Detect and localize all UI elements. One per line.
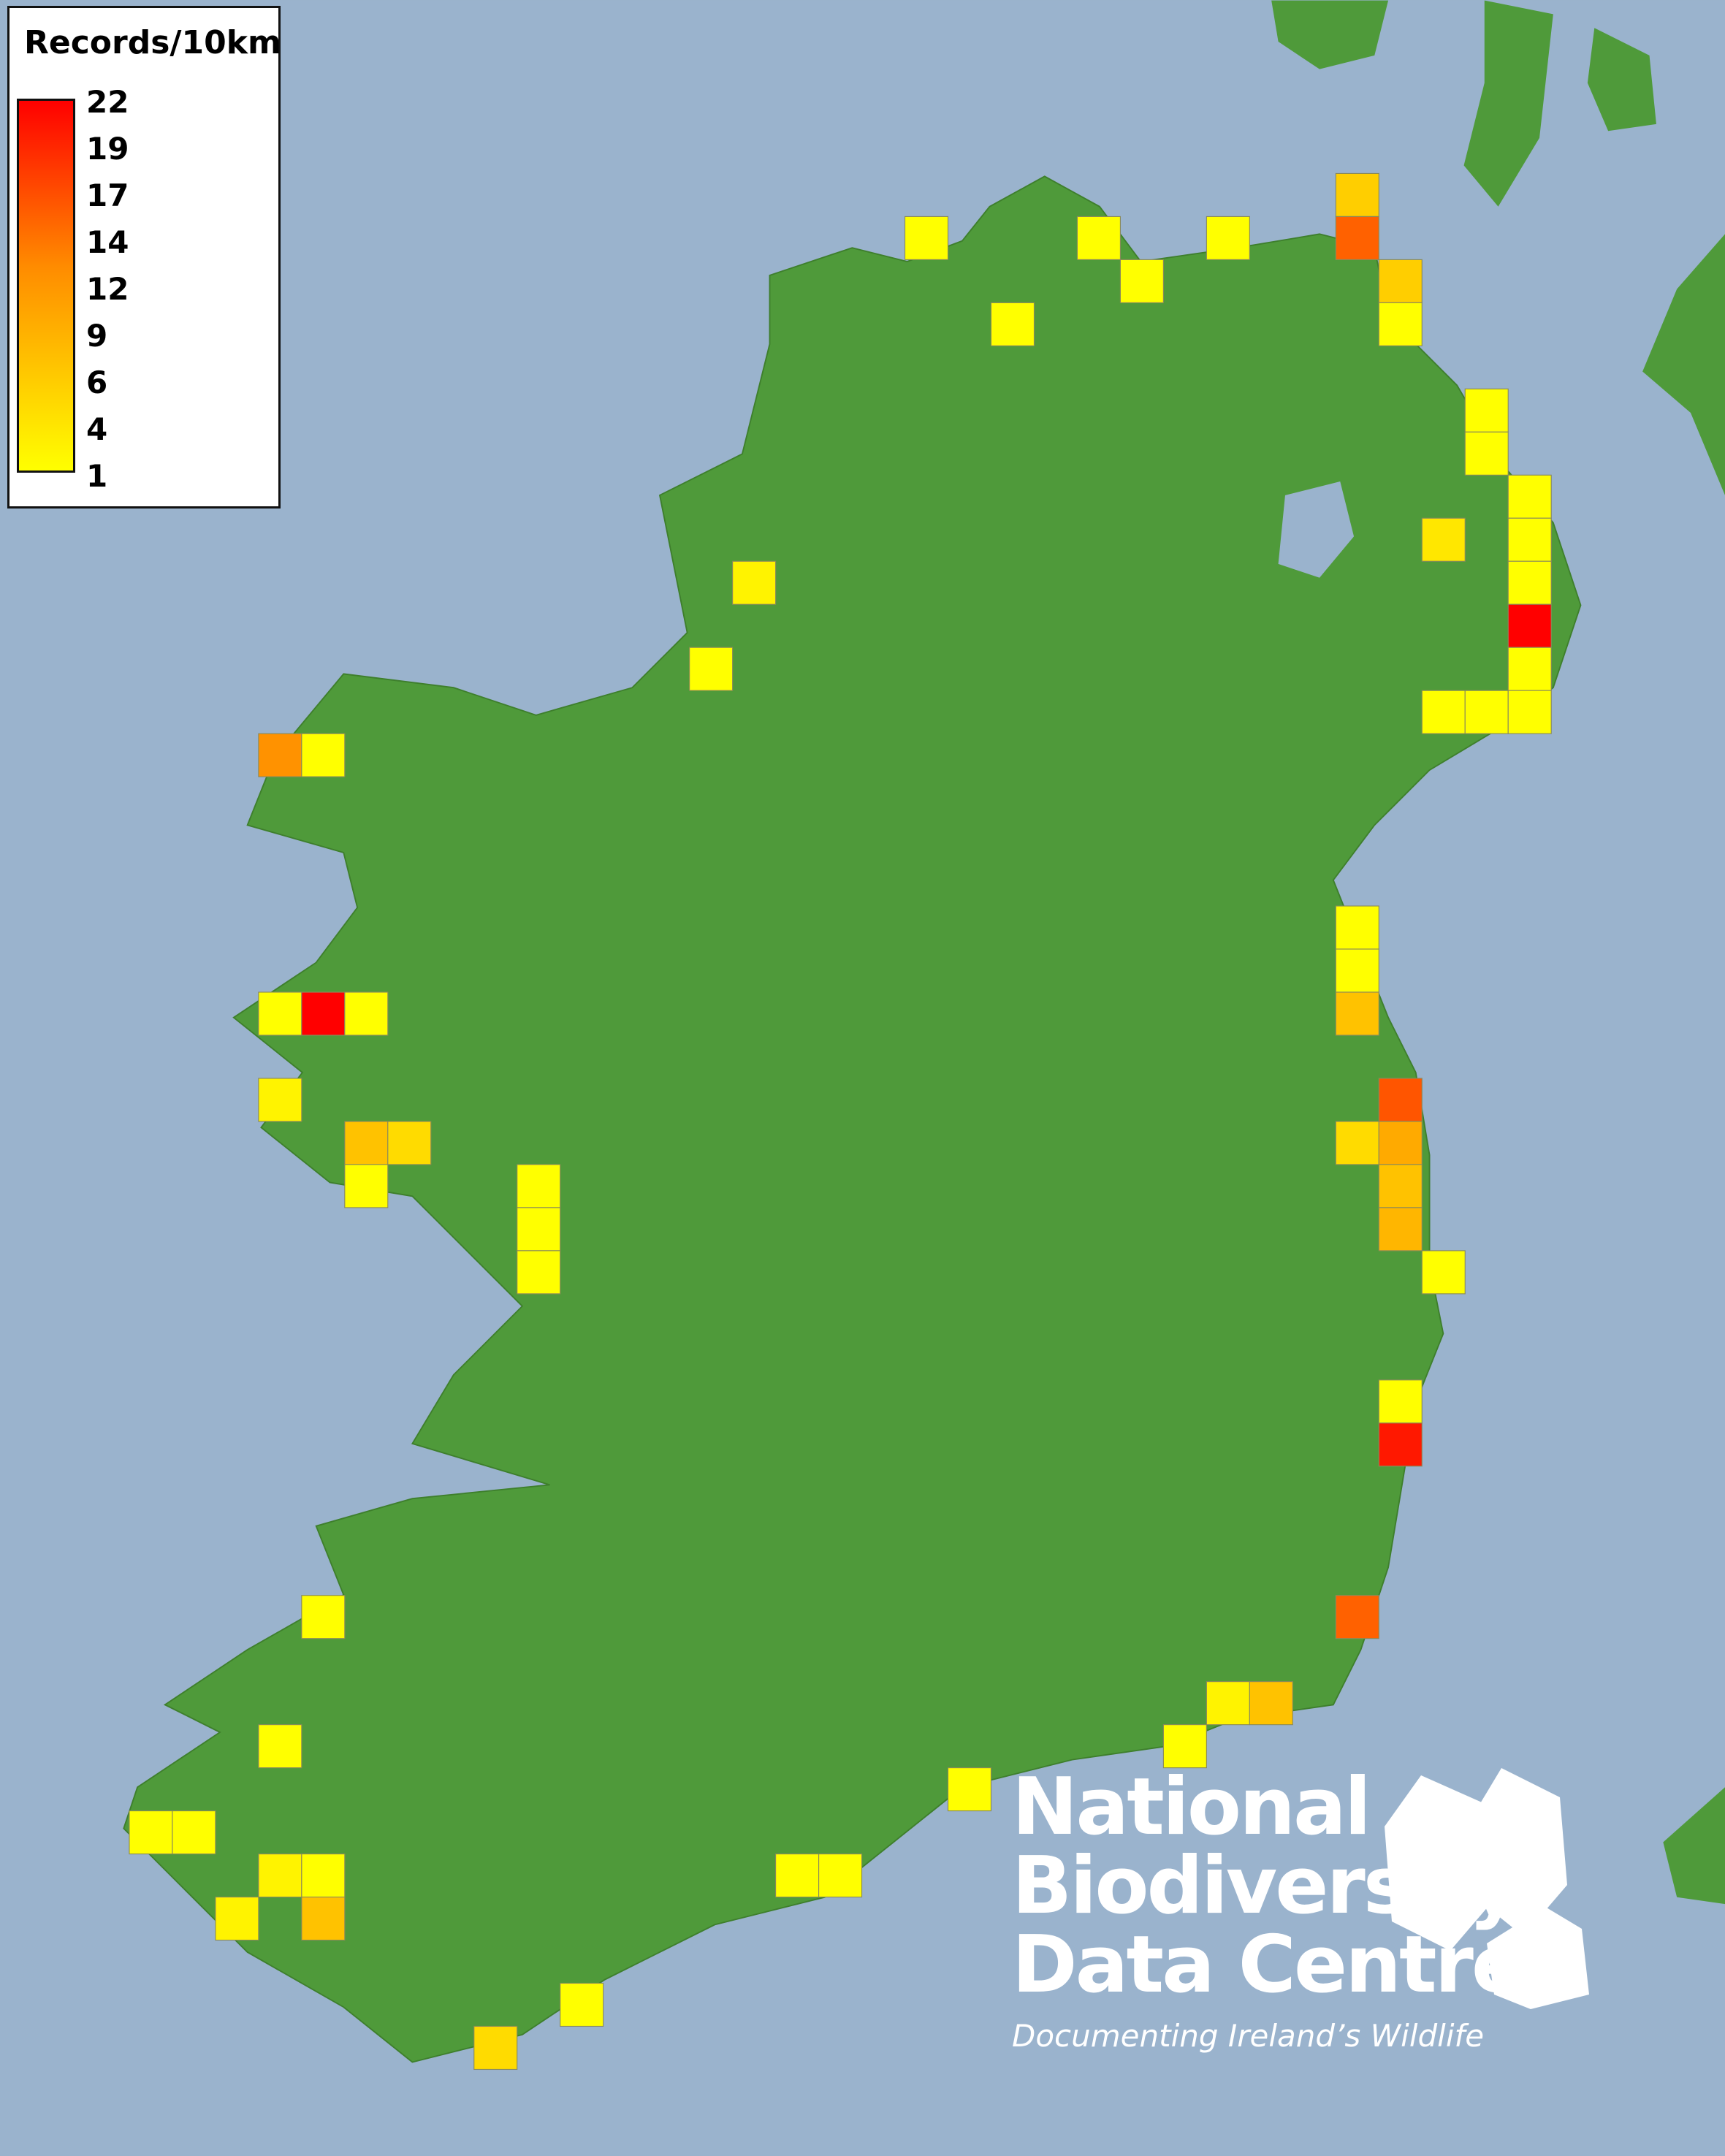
- record-squares: [129, 172, 1552, 2071]
- logo-line: National: [1012, 1761, 1371, 1853]
- record-square: [904, 216, 949, 260]
- record-square: [1076, 216, 1121, 260]
- legend-tick: 9: [86, 318, 108, 354]
- legend-tick: 1: [86, 458, 108, 494]
- record-square: [1249, 1681, 1293, 1726]
- record-square: [1378, 1121, 1423, 1165]
- record-square: [1378, 1422, 1423, 1467]
- record-square: [947, 1767, 992, 1812]
- scotland-islay: [1463, 0, 1553, 207]
- legend-tick: 12: [86, 271, 129, 307]
- record-square: [1421, 1250, 1466, 1295]
- record-square: [172, 1810, 216, 1855]
- record-square: [301, 1595, 346, 1639]
- record-square: [258, 1078, 302, 1122]
- record-square: [344, 1121, 389, 1165]
- record-square: [1464, 431, 1509, 476]
- record-square: [344, 991, 389, 1036]
- record-square: [1507, 690, 1552, 734]
- record-square: [1335, 172, 1379, 217]
- record-square: [689, 647, 734, 691]
- record-square: [473, 2025, 518, 2071]
- record-square: [215, 1896, 259, 1941]
- record-square: [517, 1164, 561, 1208]
- record-square: [1507, 517, 1552, 562]
- legend-color-bar: [17, 99, 75, 473]
- record-square: [1507, 603, 1552, 648]
- record-square: [1206, 216, 1250, 260]
- record-square: [1119, 259, 1164, 303]
- record-square: [990, 302, 1035, 346]
- logo-hexagons-icon: [1385, 1768, 1589, 2009]
- record-square: [301, 1854, 346, 1898]
- record-square: [1335, 1595, 1379, 1639]
- record-square: [258, 733, 302, 777]
- record-square: [517, 1207, 561, 1252]
- legend-tick: 17: [86, 178, 129, 213]
- record-square: [1378, 1078, 1423, 1122]
- record-square: [1206, 1681, 1250, 1726]
- record-square: [1378, 259, 1423, 303]
- record-square: [258, 1854, 302, 1898]
- legend-tick: 14: [86, 224, 129, 260]
- legend-tick: 19: [86, 131, 129, 167]
- record-square: [1378, 302, 1423, 346]
- record-square: [1335, 948, 1379, 993]
- record-square: [1335, 1121, 1379, 1165]
- record-square: [1507, 560, 1552, 605]
- legend-title: Records/10km: [24, 24, 281, 61]
- record-square: [1421, 690, 1466, 734]
- scotland-arran: [1587, 28, 1656, 132]
- record-square: [1464, 388, 1509, 433]
- wales-tip: [1663, 1787, 1725, 1905]
- record-square: [1421, 517, 1466, 562]
- record-square: [258, 991, 302, 1036]
- record-square: [344, 1164, 389, 1208]
- record-square: [560, 1982, 604, 2027]
- record-square: [775, 1854, 820, 1898]
- record-square: [1335, 905, 1379, 950]
- record-square: [1464, 690, 1509, 734]
- record-square: [1378, 1379, 1423, 1424]
- record-square: [301, 733, 346, 777]
- record-square: [1335, 216, 1379, 260]
- scotland-kintyre: [1271, 0, 1389, 69]
- record-square: [387, 1121, 432, 1165]
- legend: Records/10km 22 19 17 14 12 9 6 4 1: [7, 6, 281, 508]
- nbdc-logo: National Biodiversity Data Centre Docume…: [1012, 1761, 1589, 2054]
- record-square: [1335, 991, 1379, 1036]
- scotland-galloway: [1642, 234, 1725, 495]
- record-square: [517, 1250, 561, 1295]
- record-square: [732, 560, 777, 605]
- record-square: [1378, 1164, 1423, 1208]
- record-square: [258, 1724, 302, 1769]
- record-square: [818, 1854, 863, 1898]
- record-square: [1162, 1724, 1207, 1769]
- record-square: [129, 1810, 173, 1855]
- legend-tick: 22: [86, 84, 129, 120]
- record-square: [301, 991, 346, 1036]
- legend-tick: 6: [86, 365, 108, 400]
- record-square: [1507, 474, 1552, 519]
- legend-tick: 4: [86, 411, 108, 447]
- logo-tagline: Documenting Ireland’s Wildlife: [1012, 2018, 1485, 2054]
- lough-neagh: [1278, 481, 1355, 578]
- record-square: [1507, 647, 1552, 691]
- record-square: [1378, 1207, 1423, 1252]
- record-square: [301, 1896, 346, 1941]
